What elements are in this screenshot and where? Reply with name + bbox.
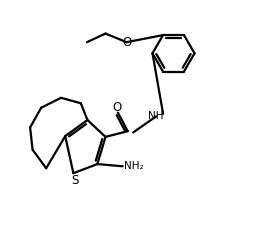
Text: NH: NH <box>148 111 164 121</box>
Text: O: O <box>112 101 121 114</box>
Text: NH₂: NH₂ <box>124 161 144 171</box>
Text: S: S <box>71 174 78 187</box>
Text: O: O <box>122 36 131 49</box>
